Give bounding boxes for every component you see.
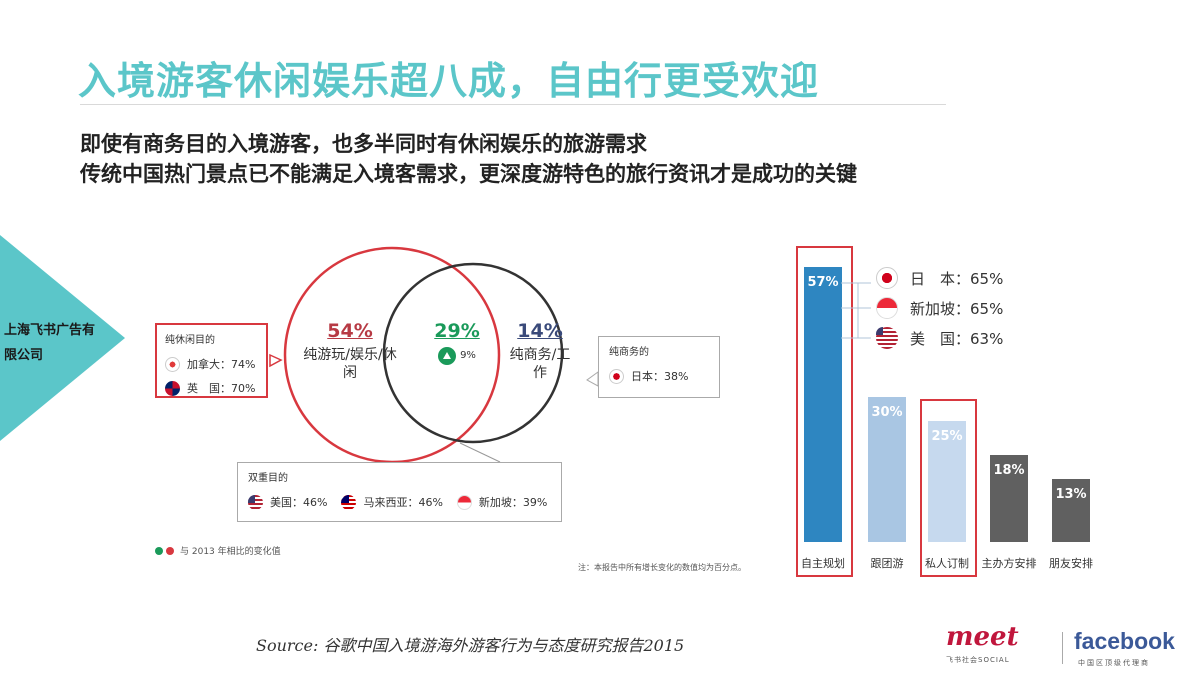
callout-business-row: 日本：38% bbox=[609, 364, 709, 388]
highlight-box-self-planned bbox=[796, 246, 853, 577]
callout-dual-row: 美国：46% 马来西亚：46% 新加坡：39% bbox=[248, 490, 551, 514]
us-flag-icon bbox=[248, 494, 263, 510]
callout-leisure: 纯休闲目的 加拿大：74% 英 国：70% bbox=[155, 323, 268, 398]
annotation-item: 新加坡：65% bbox=[876, 297, 1003, 319]
bar-value-label: 57% bbox=[807, 274, 839, 290]
venn-leisure-pct: 54% bbox=[327, 320, 373, 342]
facebook-logo: facebook bbox=[1074, 628, 1175, 654]
facebook-subtext: 中国区顶级代理商 bbox=[1078, 659, 1150, 667]
canada-flag-icon bbox=[165, 356, 180, 372]
title-divider bbox=[80, 104, 946, 105]
callout-leisure-value: 加拿大：74% bbox=[187, 358, 256, 371]
venn-business-text: 纯商务/工作 bbox=[509, 347, 571, 381]
down-dot-icon bbox=[166, 546, 174, 555]
callout-business-value: 日本：38% bbox=[631, 370, 689, 383]
bar: 18% bbox=[990, 455, 1028, 542]
callout-pointer-dual bbox=[459, 442, 501, 463]
venn-label-overlap: 29% 9% bbox=[422, 322, 492, 365]
venn-label-business: 14% 纯商务/工作 bbox=[508, 322, 572, 382]
callout-leisure-row: 加拿大：74% bbox=[165, 352, 258, 376]
bar-category-label: 主办方安排 bbox=[981, 557, 1037, 570]
bar-category-label: 自主规划 bbox=[801, 557, 845, 570]
company-label: 上海飞书广告有限公司 bbox=[4, 323, 96, 363]
venn-label-leisure: 54% 纯游玩/娱乐/休闲 bbox=[300, 322, 400, 382]
us-flag-icon bbox=[876, 327, 898, 349]
annotation-item: 日 本：65% bbox=[876, 267, 1003, 289]
subtitle-line-2: 传统中国热门景点已不能满足入境客需求，更深度游特色的旅行资讯才是成功的关键 bbox=[80, 162, 857, 186]
venn-leisure-text: 纯游玩/娱乐/休闲 bbox=[303, 347, 397, 381]
japan-flag-icon bbox=[609, 368, 624, 384]
bar: 25% bbox=[928, 421, 966, 542]
callout-leisure-title: 纯休闲目的 bbox=[165, 335, 215, 346]
bar-category-label: 跟团游 bbox=[870, 557, 904, 570]
annotation-value: 日 本：65% bbox=[910, 269, 1004, 288]
highlight-box-custom bbox=[920, 399, 977, 577]
callout-dual-value: 新加坡：39% bbox=[478, 496, 548, 509]
venn-legend-note: 与 2013 年相比的变化值 bbox=[155, 544, 281, 557]
venn-business-pct: 14% bbox=[517, 320, 563, 342]
callout-dual-value: 美国：46% bbox=[270, 496, 328, 509]
venn-circle-business bbox=[382, 262, 564, 444]
venn-overlap-change: 9% bbox=[438, 346, 476, 365]
bar-category-label: 私人订制 bbox=[925, 557, 969, 570]
bar: 30% bbox=[868, 397, 906, 542]
bar-value-label: 18% bbox=[993, 463, 1025, 478]
bar-value-label: 13% bbox=[1055, 487, 1087, 503]
up-dot-icon bbox=[155, 546, 163, 555]
subtitle-line-1: 即使有商务目的入境游客，也多半同时有休闲娱乐的旅游需求 bbox=[80, 132, 647, 156]
bar-category-label: 朋友安排 bbox=[1049, 557, 1093, 570]
up-arrow-icon bbox=[438, 346, 457, 365]
venn-overlap-change-text: 9% bbox=[460, 349, 476, 361]
meet-social-logo: meet bbox=[946, 622, 1019, 652]
malaysia-flag-icon bbox=[341, 494, 357, 510]
company-triangle-shape bbox=[0, 235, 125, 441]
bar: 13% bbox=[1052, 479, 1090, 542]
japan-flag-icon bbox=[876, 267, 898, 289]
venn-legend-text: 与 2013 年相比的变化值 bbox=[180, 547, 281, 557]
meet-social-subtext: 飞书社会SOCIAL bbox=[946, 656, 1010, 664]
bar-value-label: 25% bbox=[931, 429, 963, 445]
page-title: 入境游客休闲娱乐超八成，自由行更受欢迎 bbox=[78, 59, 820, 103]
annotation-value: 美 国：63% bbox=[910, 329, 1004, 348]
singapore-flag-icon bbox=[876, 297, 898, 319]
callout-business: 纯商务的 日本：38% bbox=[598, 336, 720, 398]
callout-dual: 双重目的 美国：46% 马来西亚：46% 新加坡：39% bbox=[237, 462, 562, 522]
annotation-item: 美 国：63% bbox=[876, 327, 1003, 349]
uk-flag-icon bbox=[165, 380, 180, 396]
callout-leisure-value: 英 国：70% bbox=[187, 382, 256, 395]
bar-value-label: 30% bbox=[871, 405, 903, 420]
source-citation: Source: 谷歌中国入境游海外游客行为与态度研究报告2015 bbox=[256, 636, 685, 655]
callout-pointer-leisure bbox=[269, 353, 283, 368]
venn-footnote: 注：本报告中所有增长变化的数值均为百分点。 bbox=[578, 563, 746, 572]
annotation-value: 新加坡：65% bbox=[910, 299, 1004, 318]
callout-dual-title: 双重目的 bbox=[248, 473, 288, 484]
singapore-flag-icon bbox=[456, 494, 472, 510]
bar: 57% bbox=[804, 266, 842, 542]
logo-divider bbox=[1062, 632, 1063, 664]
venn-overlap-pct: 29% bbox=[434, 320, 480, 342]
callout-dual-value: 马来西亚：46% bbox=[363, 496, 443, 509]
callout-business-title: 纯商务的 bbox=[609, 347, 649, 358]
callout-leisure-row: 英 国：70% bbox=[165, 376, 258, 400]
